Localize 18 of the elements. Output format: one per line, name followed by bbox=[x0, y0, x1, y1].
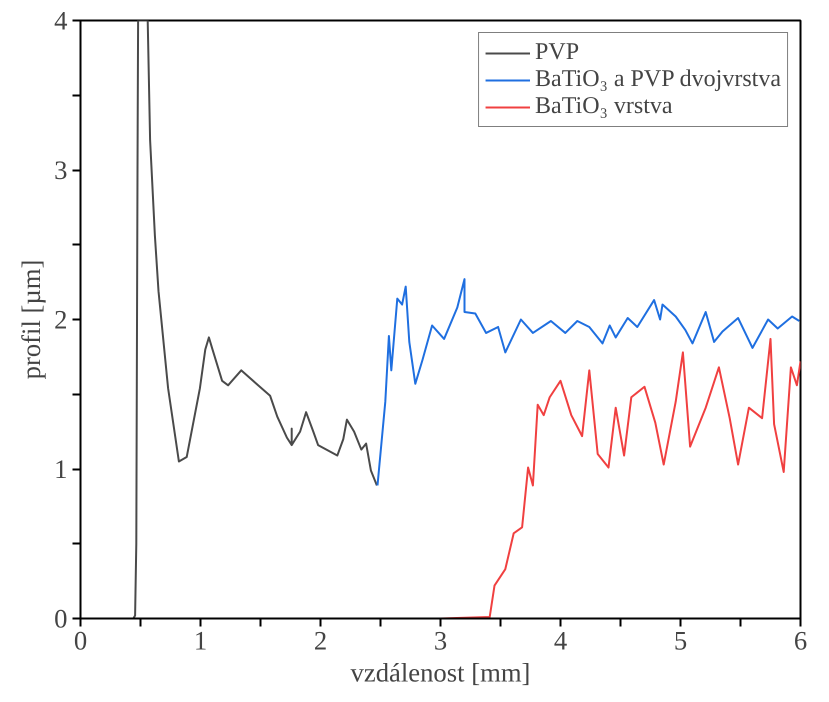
y-tick-label: 3 bbox=[54, 155, 68, 185]
x-tick-label: 0 bbox=[74, 626, 88, 656]
legend-label: PVP bbox=[535, 39, 580, 66]
x-axis-title: vzdálenost [mm] bbox=[350, 658, 530, 688]
legend-label: BaTiO₃ vrstva bbox=[535, 93, 673, 120]
x-tick-label: 3 bbox=[434, 626, 448, 656]
x-tick-label: 2 bbox=[314, 626, 328, 656]
x-tick-label: 5 bbox=[674, 626, 688, 656]
y-tick-label: 1 bbox=[54, 454, 68, 484]
legend-label: BaTiO₃ a PVP dvojvrstva bbox=[535, 66, 781, 93]
x-tick-label: 1 bbox=[194, 626, 208, 656]
y-tick-label: 2 bbox=[54, 304, 68, 334]
y-axis-title: profil [µm] bbox=[16, 260, 46, 380]
x-tick-label: 6 bbox=[794, 626, 808, 656]
y-tick-label: 0 bbox=[54, 604, 68, 634]
x-tick-label: 4 bbox=[554, 626, 568, 656]
y-tick-label: 4 bbox=[54, 6, 68, 36]
line-series bbox=[376, 278, 800, 486]
